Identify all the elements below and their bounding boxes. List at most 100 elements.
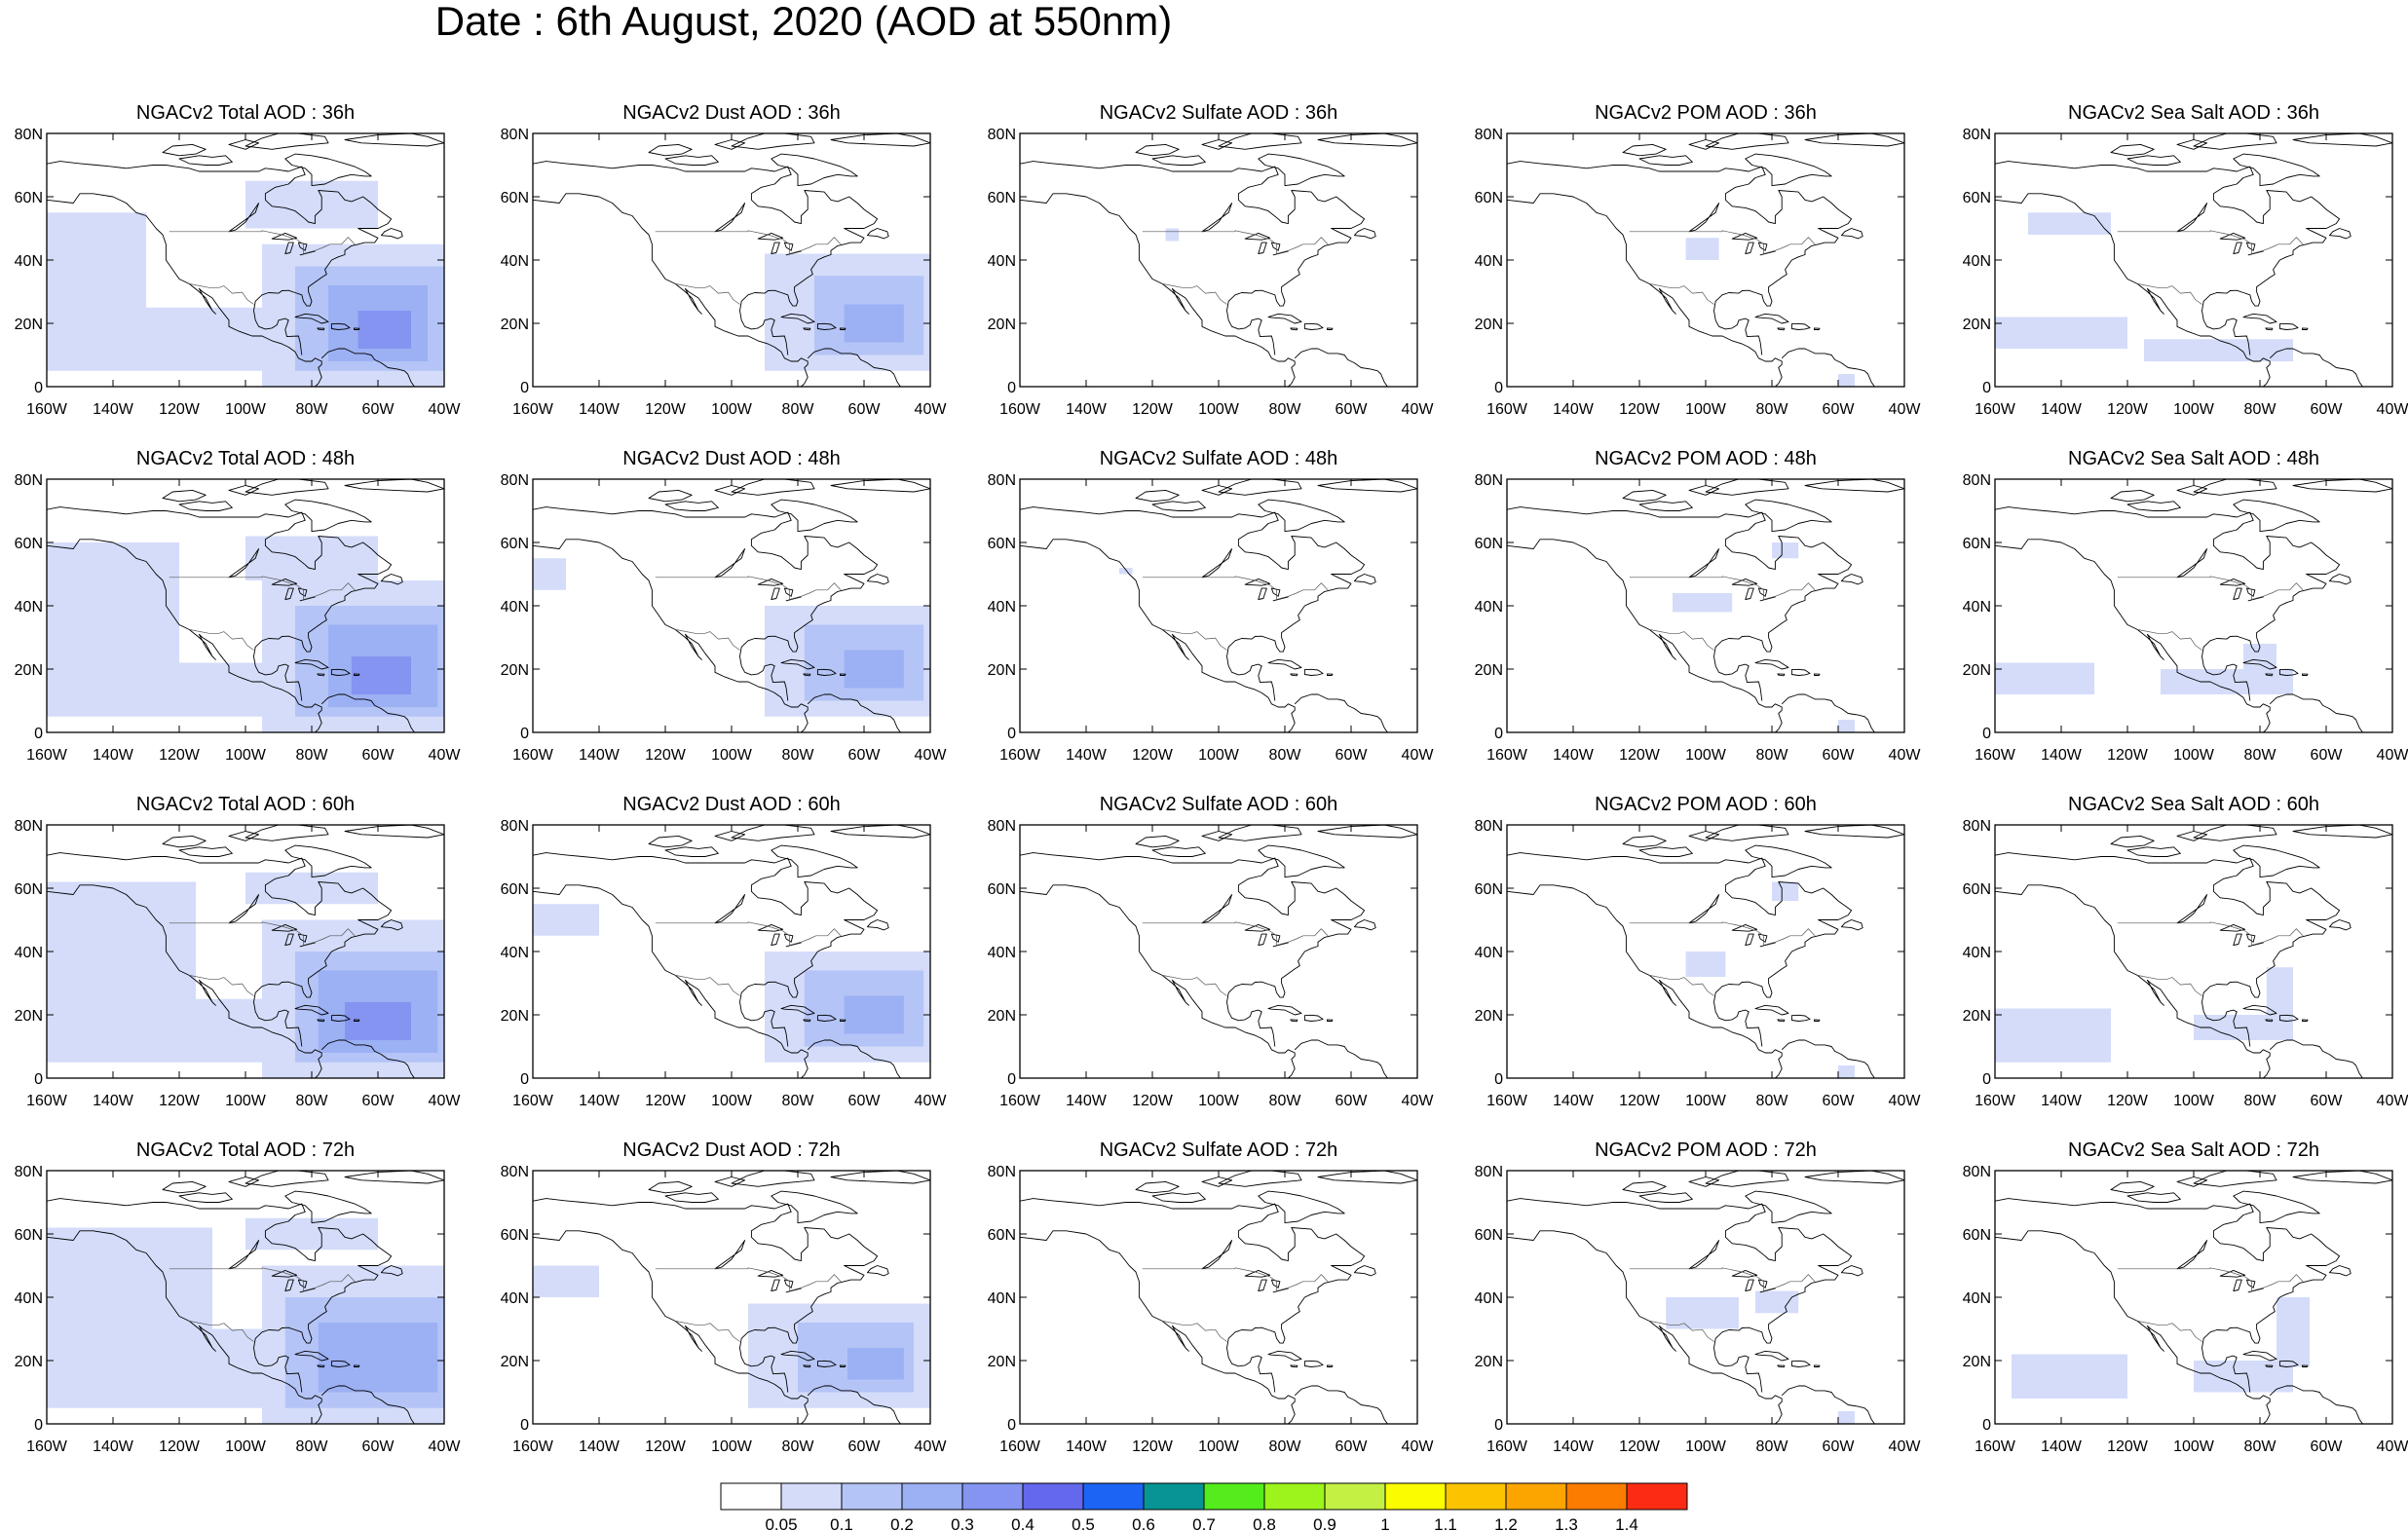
coastline	[47, 161, 415, 387]
lake-outline	[785, 250, 802, 256]
island-outline	[1804, 479, 1904, 493]
lake-outline	[1759, 250, 1776, 256]
us-mexico-border	[1162, 975, 1227, 996]
lake-outline	[757, 578, 784, 586]
lake-outline	[1745, 1279, 1754, 1291]
lake-outline	[2245, 933, 2256, 943]
island-outline	[2176, 1240, 2208, 1270]
coastlines	[1507, 825, 1904, 1078]
colorbar-label: 0.5	[1072, 1515, 1095, 1531]
lake-outline	[1759, 942, 1776, 948]
x-tick-label: 100W	[225, 1093, 267, 1109]
coastline	[1020, 852, 1388, 1078]
island-outline	[380, 1265, 403, 1277]
coastline	[533, 1198, 901, 1424]
x-tick-label: 160W	[512, 747, 554, 764]
island-outline	[330, 322, 351, 330]
island-outline	[664, 501, 719, 511]
island-outline	[354, 327, 360, 330]
aod-patch	[844, 995, 904, 1034]
coastlines	[1020, 479, 1417, 732]
island-outline	[780, 1350, 815, 1362]
map-panel-r2-c0: NGACv2 Total AOD : 60h 160W 140W 120W 100W 80…	[15, 794, 462, 1109]
island-outline	[1705, 825, 1789, 841]
island-outline	[840, 673, 847, 676]
x-tick-label: 40W	[915, 1438, 948, 1455]
x-tick-label: 40W	[915, 747, 948, 764]
x-tick-label: 80W	[296, 1093, 329, 1109]
y-tick-label: 80N	[1475, 472, 1503, 489]
lake-outline	[1258, 933, 1267, 946]
us-canada-border	[1142, 576, 1329, 600]
y-tick-label: 60N	[501, 1227, 529, 1244]
coastline	[1507, 1198, 1875, 1424]
colorbar-legend: 0.05 0.1 0.2 0.3 0.4 0.5 0.6 0.7 0.8 0.9 1 1.1 1.2 1.…	[720, 1482, 1688, 1531]
x-tick-label: 80W	[782, 401, 815, 418]
map-panel-r1-c4: NGACv2 Sea Salt AOD : 48h 160W 140W 120W 100…	[1963, 448, 2408, 764]
x-tick-label: 100W	[1685, 1438, 1727, 1455]
island-outline	[178, 501, 233, 511]
x-tick-label: 120W	[1132, 1438, 1174, 1455]
aod-patch	[1995, 1008, 2111, 1063]
us-canada-border	[655, 230, 842, 254]
island-outline	[1218, 825, 1302, 841]
panel-title: NGACv2 Dust AOD : 36h	[622, 102, 840, 124]
y-tick-label: 0	[1982, 1417, 1991, 1434]
y-tick-label: 60N	[15, 881, 43, 898]
aod-field	[765, 253, 930, 371]
island-outline	[1804, 825, 1904, 839]
x-tick-label: 160W	[512, 1438, 554, 1455]
y-tick-label: 60N	[1963, 190, 1991, 206]
us-mexico-border	[1649, 1321, 1714, 1342]
lake-outline	[271, 578, 298, 586]
y-tick-label: 80N	[15, 472, 43, 489]
island-outline	[2233, 499, 2320, 533]
y-tick-label: 80N	[1963, 818, 1991, 835]
coastline	[1995, 506, 2363, 732]
island-outline	[1353, 574, 1376, 585]
island-outline	[866, 228, 889, 240]
lake-outline	[297, 1279, 308, 1288]
x-tick-label: 160W	[512, 1093, 554, 1109]
aod-field	[47, 872, 444, 1078]
us-mexico-border	[1649, 975, 1714, 996]
island-outline	[2193, 133, 2277, 150]
x-tick-label: 40W	[2377, 747, 2408, 764]
map-panel-r3-c3: NGACv2 POM AOD : 72h 160W 140W 120W 100W 80W 6…	[1475, 1139, 1922, 1455]
island-outline	[2233, 1190, 2320, 1224]
lake-outline	[2233, 933, 2242, 946]
island-outline	[2292, 133, 2392, 147]
x-tick-label: 120W	[1619, 401, 1661, 418]
island-outline	[354, 1019, 360, 1022]
island-outline	[2328, 228, 2352, 240]
island-outline	[830, 825, 930, 839]
x-tick-label: 120W	[645, 1093, 687, 1109]
island-outline	[1638, 846, 1693, 857]
island-outline	[380, 919, 403, 931]
coastline	[1507, 852, 1875, 1078]
y-tick-label: 80N	[501, 1164, 529, 1180]
island-outline	[2176, 203, 2208, 233]
aod-patch	[2028, 212, 2111, 235]
island-outline	[2265, 1364, 2274, 1368]
island-outline	[731, 1171, 815, 1187]
island-outline	[1201, 485, 1233, 496]
us-mexico-border	[1162, 629, 1227, 651]
island-outline	[1840, 1265, 1863, 1277]
x-tick-label: 120W	[1132, 401, 1174, 418]
x-tick-label: 160W	[999, 747, 1041, 764]
x-tick-label: 140W	[2041, 1093, 2083, 1109]
island-outline	[1804, 1171, 1904, 1184]
lake-outline	[2219, 232, 2246, 241]
lake-outline	[1258, 587, 1267, 600]
map-panel-r1-c3: NGACv2 POM AOD : 48h 160W 140W 120W 100W 80W 6…	[1475, 448, 1922, 764]
island-outline	[664, 846, 719, 857]
x-tick-label: 80W	[296, 747, 329, 764]
lake-outline	[1270, 1279, 1281, 1288]
island-outline	[1267, 1350, 1302, 1362]
island-outline	[1258, 844, 1345, 878]
aod-patch	[1838, 720, 1855, 732]
y-tick-label: 80N	[15, 818, 43, 835]
y-tick-label: 80N	[1475, 818, 1503, 835]
aod-patch	[1838, 1411, 1855, 1424]
